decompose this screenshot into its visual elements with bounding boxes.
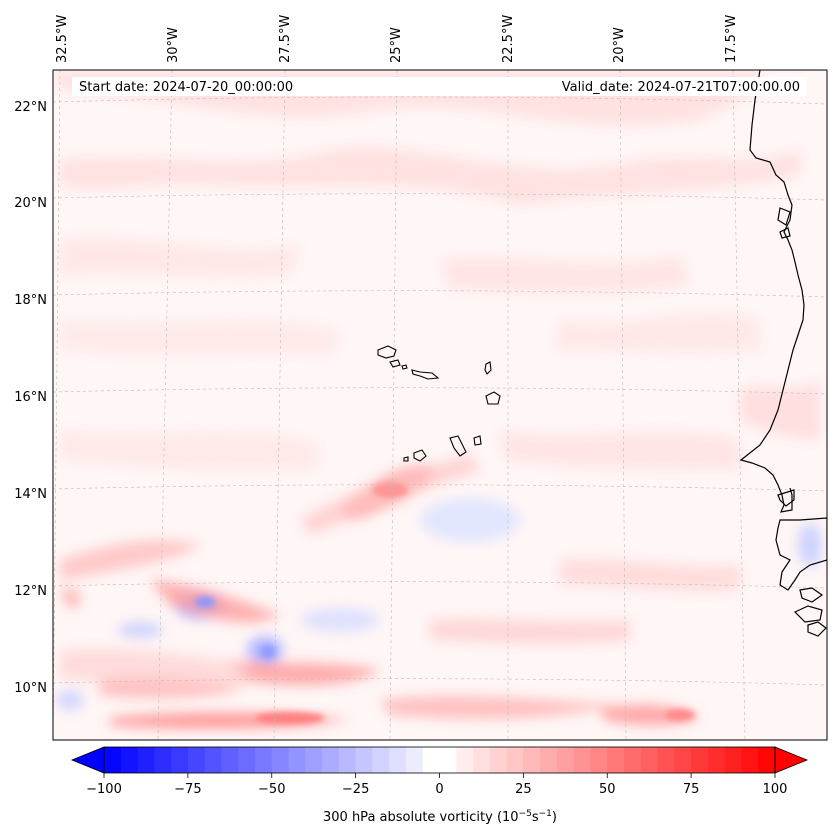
santiago-island	[449, 435, 467, 457]
vorticity-detail	[195, 482, 695, 724]
fogo-island	[413, 449, 427, 462]
colorbar-cell	[674, 747, 692, 773]
colorbar-cell	[523, 747, 541, 773]
colorbar-cell	[590, 747, 608, 773]
colorbar-cell	[238, 747, 256, 773]
colorbar-cells	[104, 747, 776, 773]
colorbar-cell	[405, 747, 424, 773]
santa-luzia-island	[401, 364, 408, 370]
colorbar-tick-label: −100	[86, 782, 122, 797]
lat-label: 12°N	[14, 584, 47, 599]
colorbar-cell	[506, 747, 524, 773]
colorbar-cell	[338, 747, 357, 773]
colorbar-cell	[540, 747, 558, 773]
colorbar-cell	[657, 747, 675, 773]
colorbar-tick-label: 75	[683, 782, 700, 797]
colorbar-cell	[187, 747, 206, 773]
colorbar-tick-label: −50	[258, 782, 285, 797]
colorbar-tick-label: 0	[435, 782, 443, 797]
colorbar-cell	[305, 747, 323, 773]
colorbar-cell	[707, 747, 726, 773]
coastlines	[739, 70, 827, 637]
colorbar-cell	[607, 747, 625, 773]
colorbar-cell	[271, 747, 290, 773]
santo-antao-island	[377, 345, 397, 359]
colorbar-cell	[624, 747, 642, 773]
lon-label: 22.5°W	[501, 15, 516, 63]
colorbar-ticks: −100 −75 −50 −25 0 25 50 75 100	[86, 773, 787, 797]
colorbar-tick-label: 25	[515, 782, 532, 797]
lat-label: 16°N	[14, 390, 47, 405]
colorbar-cell	[489, 747, 508, 773]
lat-label: 14°N	[14, 487, 47, 502]
sao-vicente-island	[389, 359, 401, 368]
colorbar-cell	[171, 747, 189, 773]
colorbar-cell	[389, 747, 407, 773]
header-background	[72, 77, 807, 96]
colorbar-cell	[137, 747, 155, 773]
colorbar: −100 −75 −50 −25 0 25 50 75 100 300 hPa absolute…	[70, 746, 809, 825]
lon-label: 25°W	[389, 27, 404, 63]
colorbar-tick-label: −25	[342, 782, 369, 797]
colorbar-cell	[120, 747, 139, 773]
colorbar-cell	[473, 747, 491, 773]
sal-island	[484, 361, 492, 375]
colorbar-cell	[104, 747, 122, 773]
colorbar-cell	[204, 747, 223, 773]
colorbar-tick-label: −75	[174, 782, 201, 797]
graticule	[53, 70, 827, 740]
start-date-label: Start date: 2024-07-20_00:00:00	[79, 80, 293, 95]
colorbar-cell	[254, 747, 273, 773]
map-panel: Start date: 2024-07-20_00:00:00 Valid_da…	[52, 69, 828, 741]
colorbar-cell	[556, 747, 575, 773]
lon-label: 27.5°W	[278, 15, 293, 63]
colorbar-cell	[691, 747, 709, 773]
cape-verde-islands	[377, 345, 501, 462]
latitude-labels: 22°N 20°N 18°N 16°N 14°N 12°N 10°N	[14, 100, 47, 696]
colorbar-cell	[355, 747, 373, 773]
colorbar-cell	[573, 747, 592, 773]
colorbar-cell	[640, 747, 659, 773]
valid-date-label: Valid_date: 2024-07-21T07:00:00.00	[562, 80, 800, 95]
lon-label: 17.5°W	[724, 15, 739, 63]
colorbar-cell	[758, 747, 776, 773]
vorticity-field	[53, 70, 822, 729]
lon-label: 20°W	[612, 27, 627, 63]
longitude-labels: 32.5°W 30°W 27.5°W 25°W 22.5°W 20°W 17.5…	[55, 15, 739, 63]
colorbar-cell	[724, 747, 743, 773]
lon-label: 30°W	[166, 27, 181, 63]
colorbar-cell	[322, 747, 340, 773]
colorbar-cell	[456, 747, 474, 773]
colorbar-cell	[288, 747, 306, 773]
maio-island	[473, 435, 482, 446]
colorbar-tick-label: 100	[763, 782, 788, 797]
colorbar-cell	[439, 747, 457, 773]
colorbar-tick-label: 50	[599, 782, 616, 797]
brava-island	[403, 456, 409, 462]
colorbar-extend-low	[70, 746, 105, 774]
vorticity-shading	[53, 70, 822, 729]
colorbar-cell	[741, 747, 759, 773]
colorbar-cell	[221, 747, 239, 773]
map-frame	[52, 69, 828, 741]
colorbar-extend-high	[774, 746, 809, 774]
colorbar-cell	[372, 747, 390, 773]
lat-label: 18°N	[14, 293, 47, 308]
sao-nicolau-island	[411, 369, 440, 380]
lat-label: 20°N	[14, 196, 47, 211]
colorbar-cell	[154, 747, 172, 773]
lon-label: 32.5°W	[55, 15, 70, 63]
africa-coastline	[739, 70, 805, 513]
lat-label: 10°N	[14, 681, 47, 696]
colorbar-cell	[422, 747, 441, 773]
colorbar-label: 300 hPa absolute vorticity (10−5s−1)	[323, 809, 557, 825]
lat-label: 22°N	[14, 100, 47, 115]
boa-vista-island	[485, 391, 501, 405]
